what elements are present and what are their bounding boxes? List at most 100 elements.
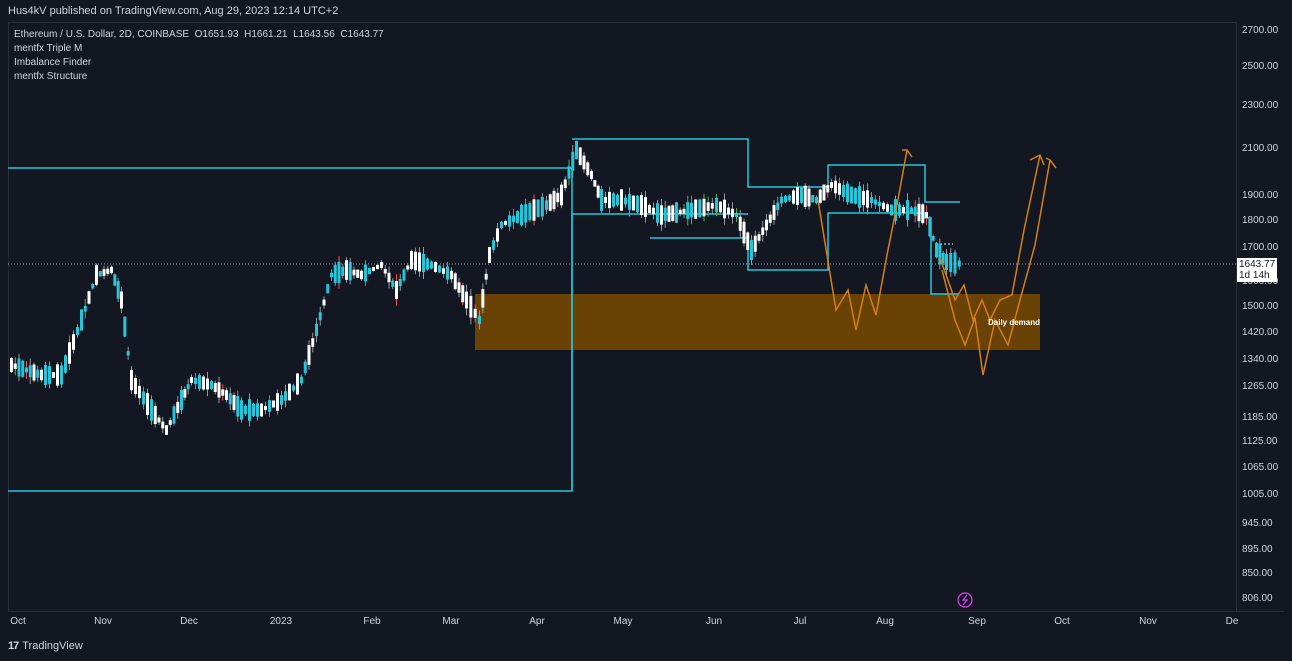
candle-body [512, 215, 515, 223]
candle-body [723, 199, 726, 219]
candle-body [32, 364, 36, 381]
price-tick: 1800.00 [1242, 215, 1279, 226]
candle-body [949, 252, 953, 273]
projection-paths [817, 149, 1057, 376]
time-axis[interactable] [8, 611, 1284, 634]
candle-body [931, 236, 935, 241]
candle-body [315, 323, 318, 337]
price-tick: 850.00 [1242, 568, 1273, 579]
time-tick: De [1225, 616, 1239, 627]
candle-body [788, 195, 791, 201]
candle-body [870, 197, 873, 203]
candle-body [742, 221, 746, 244]
price-tick: 1265.00 [1242, 381, 1279, 392]
candle-body [44, 365, 47, 385]
candle-body [815, 197, 818, 203]
price-tick: 1340.00 [1242, 354, 1279, 365]
candle-body [753, 235, 757, 252]
structure-lines [8, 138, 960, 492]
candle-body [571, 151, 575, 171]
candle-body [232, 395, 236, 410]
candle-body [153, 405, 157, 425]
daily-demand-zone[interactable] [475, 294, 1040, 350]
brand[interactable]: 17 TradingView [8, 640, 83, 652]
candle-body [560, 184, 563, 206]
candle-body [516, 211, 519, 223]
candle-body [604, 196, 607, 204]
candle-body [25, 367, 28, 373]
candle-body [776, 202, 780, 210]
candle-body [608, 191, 611, 209]
candle-body [660, 205, 663, 225]
candle-body [372, 266, 375, 272]
candle-body [284, 391, 287, 401]
time-tick: May [613, 616, 633, 627]
candle-body [391, 280, 395, 287]
candle-body [735, 212, 738, 218]
candle-body [123, 316, 127, 337]
price-tick: 2100.00 [1242, 143, 1279, 154]
candle-body [838, 183, 841, 195]
candle-body [68, 342, 71, 364]
time-tick: Oct [10, 616, 26, 627]
candles [10, 140, 961, 435]
candle-body [236, 395, 240, 417]
candle-body [225, 389, 228, 401]
candle-body [364, 264, 367, 282]
candle-body [296, 373, 299, 395]
candle-body [202, 376, 205, 390]
candle-body [434, 261, 437, 273]
candle-body [520, 204, 523, 226]
candle-body [616, 194, 619, 206]
candle-body [593, 180, 597, 187]
candle-body [671, 205, 675, 221]
candle-body [906, 200, 909, 220]
candle-body [387, 272, 391, 283]
candle-body [402, 269, 406, 281]
candle-body [406, 265, 410, 270]
indicator-imbalance-finder[interactable]: Imbalance Finder [14, 57, 92, 68]
candle-body [176, 401, 180, 414]
candle-body [941, 252, 945, 264]
price-tick: 2700.00 [1242, 25, 1279, 36]
candle-body [106, 268, 110, 274]
candle-body [578, 147, 582, 166]
indicator-triple-m[interactable]: mentfx Triple M [14, 43, 83, 54]
candle-body [710, 203, 714, 209]
candle-body [596, 185, 600, 198]
symbol-title[interactable]: Ethereum / U.S. Dollar, 2D, COINBASE [14, 29, 190, 40]
price-axis[interactable] [1236, 22, 1285, 611]
candle-body [52, 372, 55, 378]
time-tick: Jul [793, 616, 807, 627]
candle-body [826, 185, 830, 193]
candle-body [846, 183, 849, 203]
candle-body [600, 189, 603, 211]
candle-body [834, 180, 837, 194]
lightning-icon[interactable] [957, 592, 973, 608]
candle-body [453, 273, 457, 290]
candle-body [36, 369, 40, 378]
candle-body [648, 204, 651, 214]
candle-body [624, 197, 627, 205]
price-tick: 2500.00 [1242, 61, 1279, 72]
candle-body [248, 399, 251, 421]
candle-body [21, 360, 25, 377]
candle-body [87, 291, 91, 304]
candle-body [807, 188, 811, 207]
candle-body [268, 400, 271, 412]
price-tick: 1005.00 [1242, 489, 1279, 500]
candle-body [10, 357, 13, 373]
candle-body [311, 338, 315, 347]
candle-body [260, 403, 263, 417]
time-tick: Nov [1139, 616, 1157, 627]
candle-body [322, 299, 326, 306]
candle-body [632, 195, 635, 211]
candle-body [528, 203, 532, 221]
candle-body [422, 253, 425, 273]
price-tick: 2300.00 [1242, 100, 1279, 111]
candle-body [116, 281, 120, 299]
indicator-structure[interactable]: mentfx Structure [14, 71, 88, 82]
candle-body [252, 403, 255, 417]
candle-body [882, 202, 885, 210]
